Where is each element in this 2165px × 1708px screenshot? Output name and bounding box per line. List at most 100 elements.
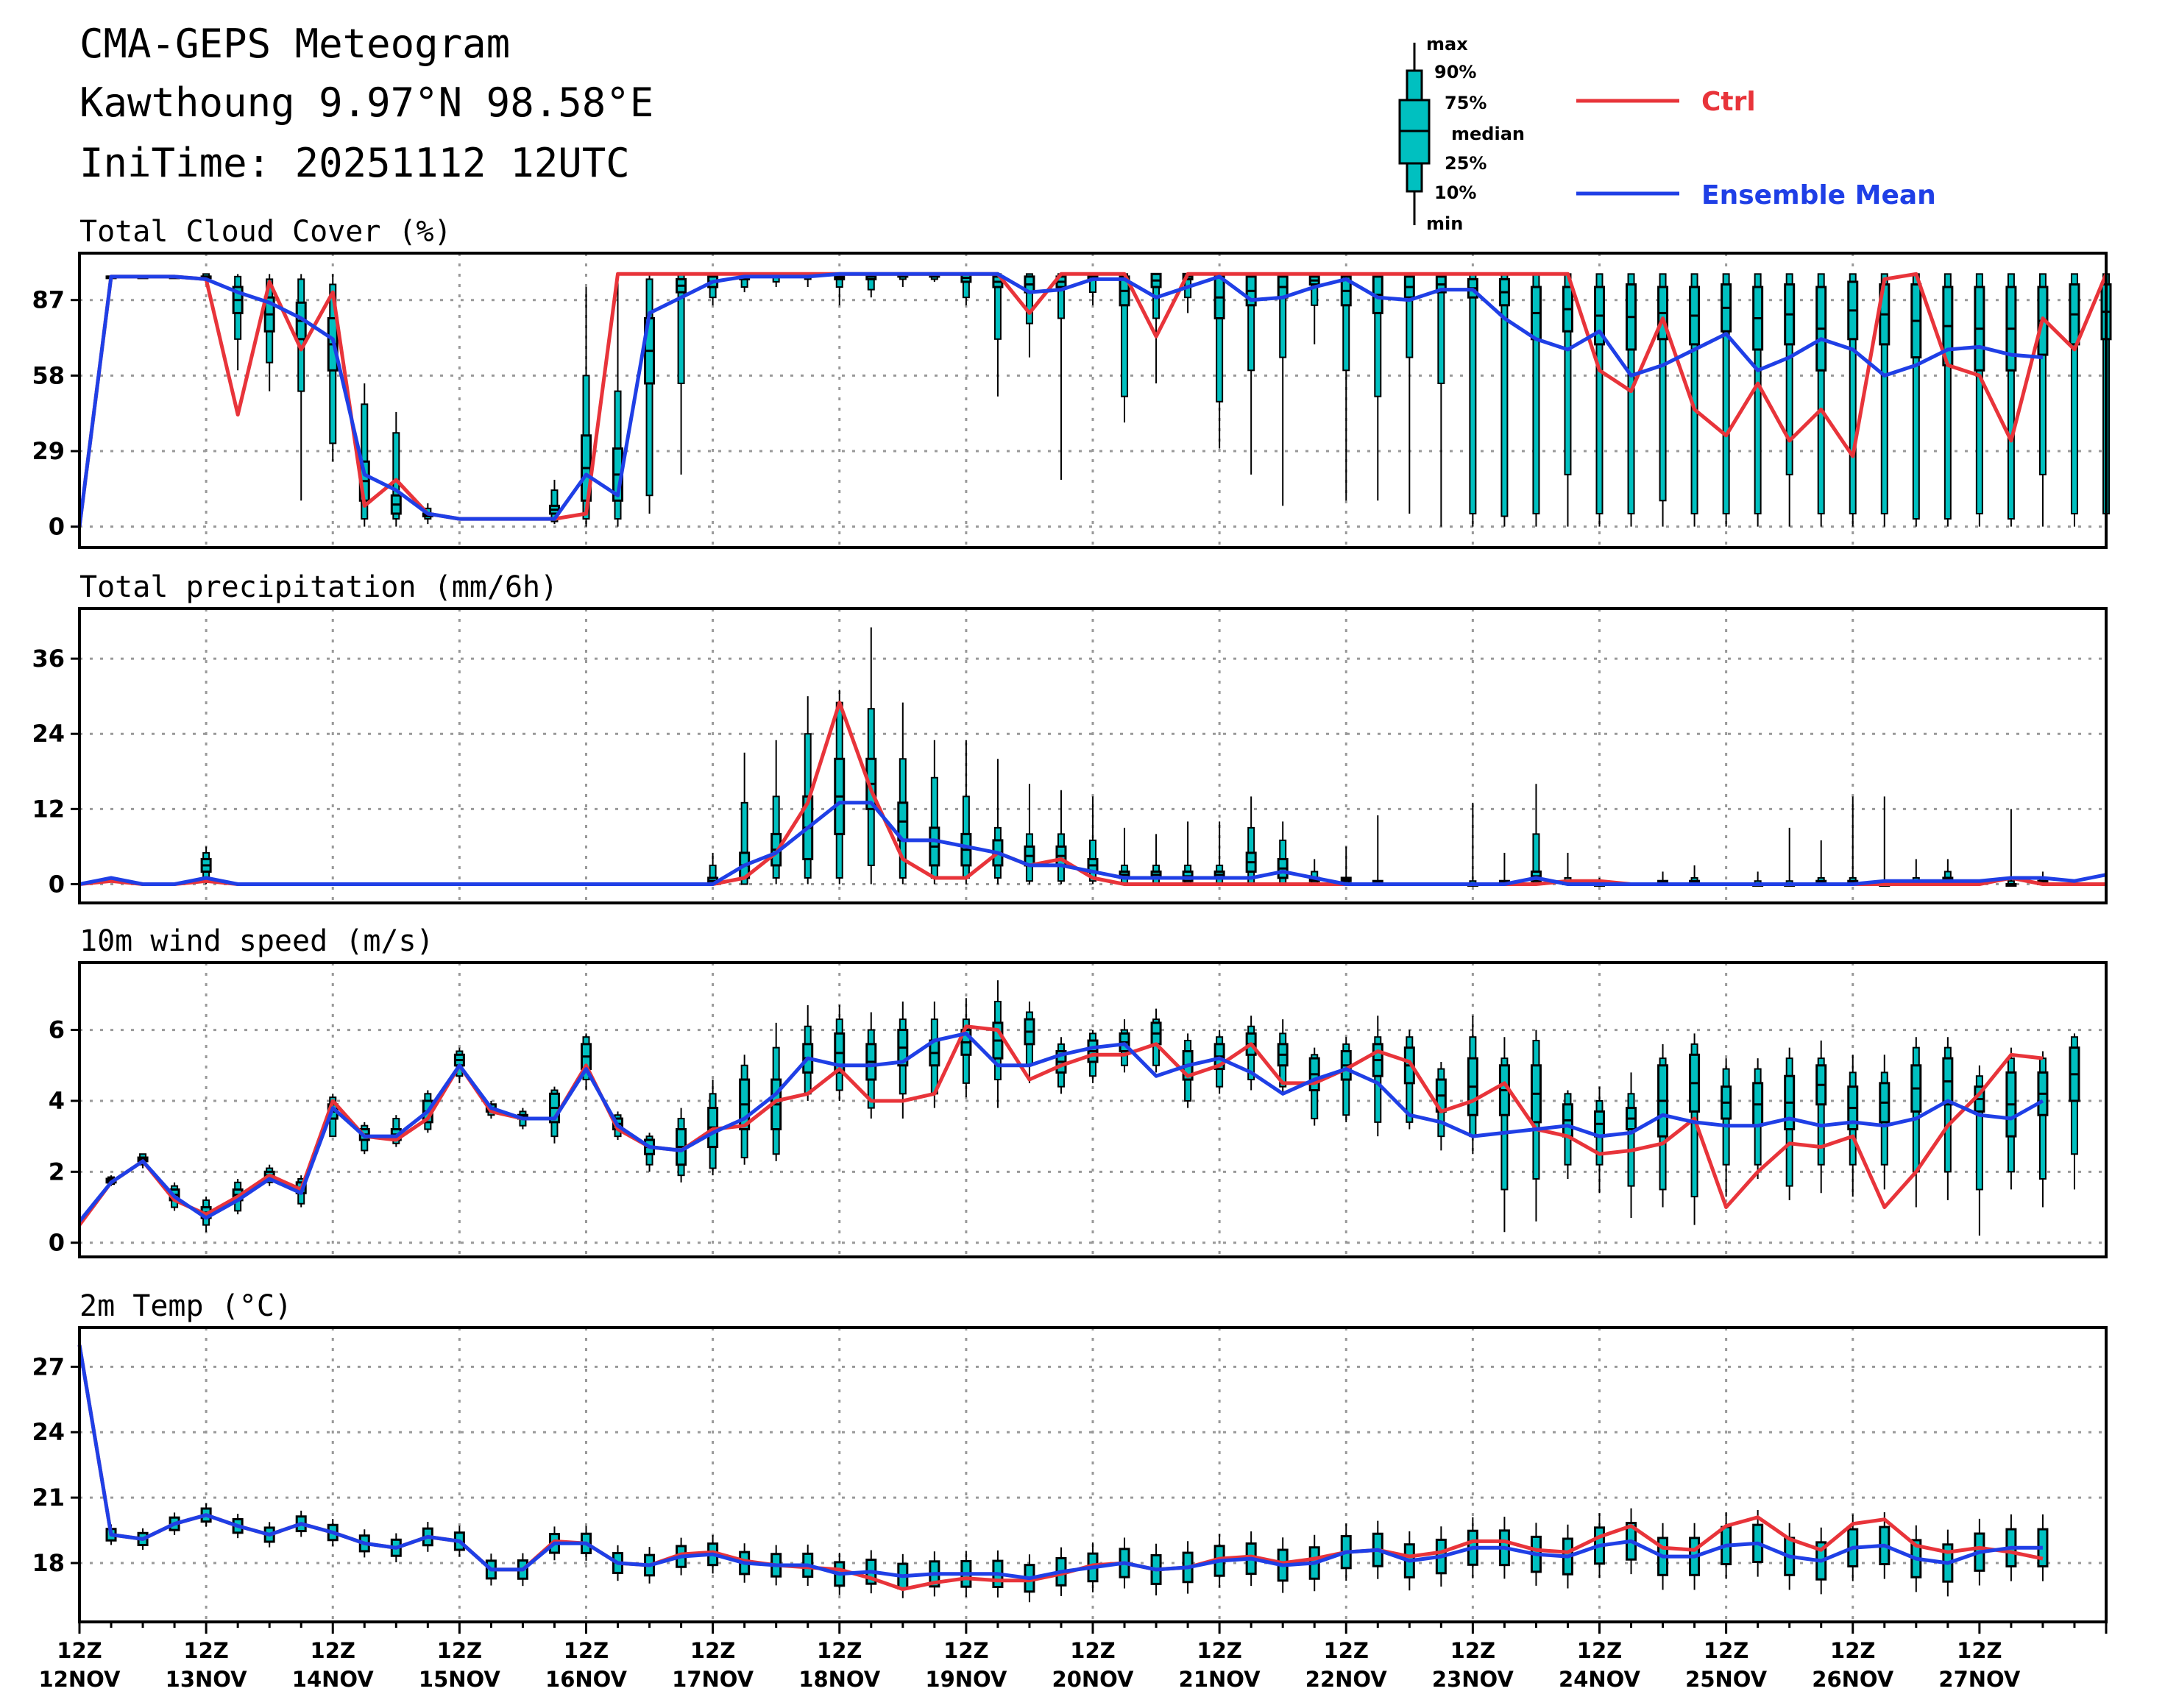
ensemble-mean-line <box>78 1031 2044 1223</box>
x-tick-label-date: 12NOV <box>39 1667 121 1692</box>
x-tick-label-date: 13NOV <box>166 1667 248 1692</box>
panel-frame <box>78 607 2108 904</box>
x-tick-label-hour: 12Z <box>943 1638 988 1663</box>
box-outer <box>1722 273 1730 514</box>
box-outer <box>1880 273 1888 514</box>
ensemble-mean-line <box>77 272 2044 528</box>
x-tick-label-hour: 12Z <box>1830 1638 1875 1663</box>
box-outer <box>1374 1036 1382 1123</box>
box-outer <box>1659 273 1667 502</box>
box-outer <box>1817 273 1825 514</box>
x-tick-label-date: 25NOV <box>1685 1667 1768 1692</box>
x-tick-label-hour: 12Z <box>57 1638 102 1663</box>
x-tick-label-hour: 12Z <box>1324 1638 1369 1663</box>
box-outer <box>2038 273 2047 475</box>
box-outer <box>1469 273 1477 514</box>
x-tick-label-hour: 12Z <box>311 1638 355 1663</box>
x-tick-label-hour: 12Z <box>564 1638 609 1663</box>
legend-box-label: min <box>1426 213 1463 234</box>
x-tick-label-hour: 12Z <box>817 1638 862 1663</box>
x-tick-label-date: 17NOV <box>672 1667 754 1692</box>
box-outer <box>1943 1046 1952 1173</box>
box-outer <box>2070 273 2078 514</box>
y-tick-label: 24 <box>32 1418 65 1446</box>
y-tick-label: 36 <box>32 645 65 673</box>
y-tick-label: 27 <box>32 1353 65 1381</box>
y-tick-label: 24 <box>32 720 65 748</box>
legend-box-label: median <box>1451 124 1525 144</box>
x-tick-label-date: 23NOV <box>1432 1667 1514 1692</box>
x-tick-label-date: 16NOV <box>545 1667 628 1692</box>
x-tick-label-hour: 12Z <box>1577 1638 1622 1663</box>
y-tick-label: 58 <box>32 361 65 389</box>
location-subtitle: Kawthoung 9.97°N 98.58°E <box>79 79 654 126</box>
x-tick-label-date: 15NOV <box>419 1667 501 1692</box>
x-tick-label-date: 21NOV <box>1179 1667 1261 1692</box>
y-tick-label: 0 <box>49 1229 65 1257</box>
x-tick-label-date: 26NOV <box>1812 1667 1894 1692</box>
box-outer <box>2038 1057 2047 1180</box>
box-outer <box>1025 273 1033 325</box>
x-tick-label-date: 14NOV <box>292 1667 375 1692</box>
panel-title: Total Cloud Cover (%) <box>79 215 452 249</box>
x-tick-label-hour: 12Z <box>437 1638 482 1663</box>
box-outer <box>1627 273 1635 514</box>
panel-title: 2m Temp (°C) <box>79 1289 292 1323</box>
box-outer <box>1754 273 1762 514</box>
x-tick-label-hour: 12Z <box>1197 1638 1241 1663</box>
legend-box-label: 25% <box>1445 153 1487 174</box>
x-tick-label-hour: 12Z <box>183 1638 228 1663</box>
panel-frame <box>78 252 2108 549</box>
y-tick-label: 21 <box>32 1484 65 1512</box>
ensemble-mean-line <box>77 1344 2043 1581</box>
box-outer <box>1975 273 1983 514</box>
box-outer <box>1943 273 1952 520</box>
x-tick-label-hour: 12Z <box>1704 1638 1748 1663</box>
box-outer <box>645 278 653 497</box>
box-outer <box>1975 1075 1983 1191</box>
box-outer <box>392 432 400 520</box>
box-outer <box>1627 1093 1635 1187</box>
box-outer <box>1500 273 1509 517</box>
box-outer <box>2007 273 2015 520</box>
y-tick-label: 4 <box>49 1087 65 1115</box>
box-outer <box>1500 1057 1509 1191</box>
panel-frame <box>78 961 2108 1258</box>
y-tick-label: 0 <box>49 513 65 541</box>
y-tick-label: 18 <box>32 1549 65 1577</box>
x-tick-label-date: 24NOV <box>1559 1667 1641 1692</box>
box-outer <box>1785 273 1793 475</box>
y-tick-label: 29 <box>32 437 65 465</box>
ctrl-line <box>77 1024 2044 1227</box>
x-tick-label-hour: 12Z <box>690 1638 735 1663</box>
x-tick-label-date: 22NOV <box>1305 1667 1388 1692</box>
x-tick-label-hour: 12Z <box>1450 1638 1495 1663</box>
legend-ctrl-label: Ctrl <box>1701 87 1756 117</box>
y-tick-label: 2 <box>49 1158 65 1186</box>
legend-box-label: 10% <box>1434 183 1476 203</box>
legend-box-label: 75% <box>1445 93 1487 113</box>
x-tick-label-hour: 12Z <box>1070 1638 1115 1663</box>
legend-mean-label: Ensemble Mean <box>1701 180 1936 210</box>
box-outer <box>1690 273 1698 514</box>
box-outer <box>1817 1057 1825 1166</box>
y-tick-label: 87 <box>32 286 65 314</box>
ctrl-line <box>77 272 2108 528</box>
panel-title: 10m wind speed (m/s) <box>79 924 434 958</box>
box-outer <box>1849 273 1857 514</box>
ensemble-mean-line <box>79 801 2107 886</box>
box-outer <box>1595 273 1604 514</box>
y-tick-label: 12 <box>32 795 65 823</box>
x-tick-label-date: 27NOV <box>1938 1667 2021 1692</box>
panel-title: Total precipitation (mm/6h) <box>79 570 558 604</box>
box-outer <box>740 801 748 885</box>
y-tick-label: 0 <box>49 870 65 898</box>
y-tick-label: 6 <box>49 1016 65 1044</box>
x-tick-label-date: 20NOV <box>1052 1667 1135 1692</box>
x-tick-label-date: 19NOV <box>925 1667 1007 1692</box>
init-time-subtitle: IniTime: 20251112 12UTC <box>79 140 630 186</box>
legend-box-label: 90% <box>1434 62 1476 82</box>
legend-box-label: max <box>1426 34 1468 54</box>
chart-title: CMA-GEPS Meteogram <box>79 21 511 67</box>
